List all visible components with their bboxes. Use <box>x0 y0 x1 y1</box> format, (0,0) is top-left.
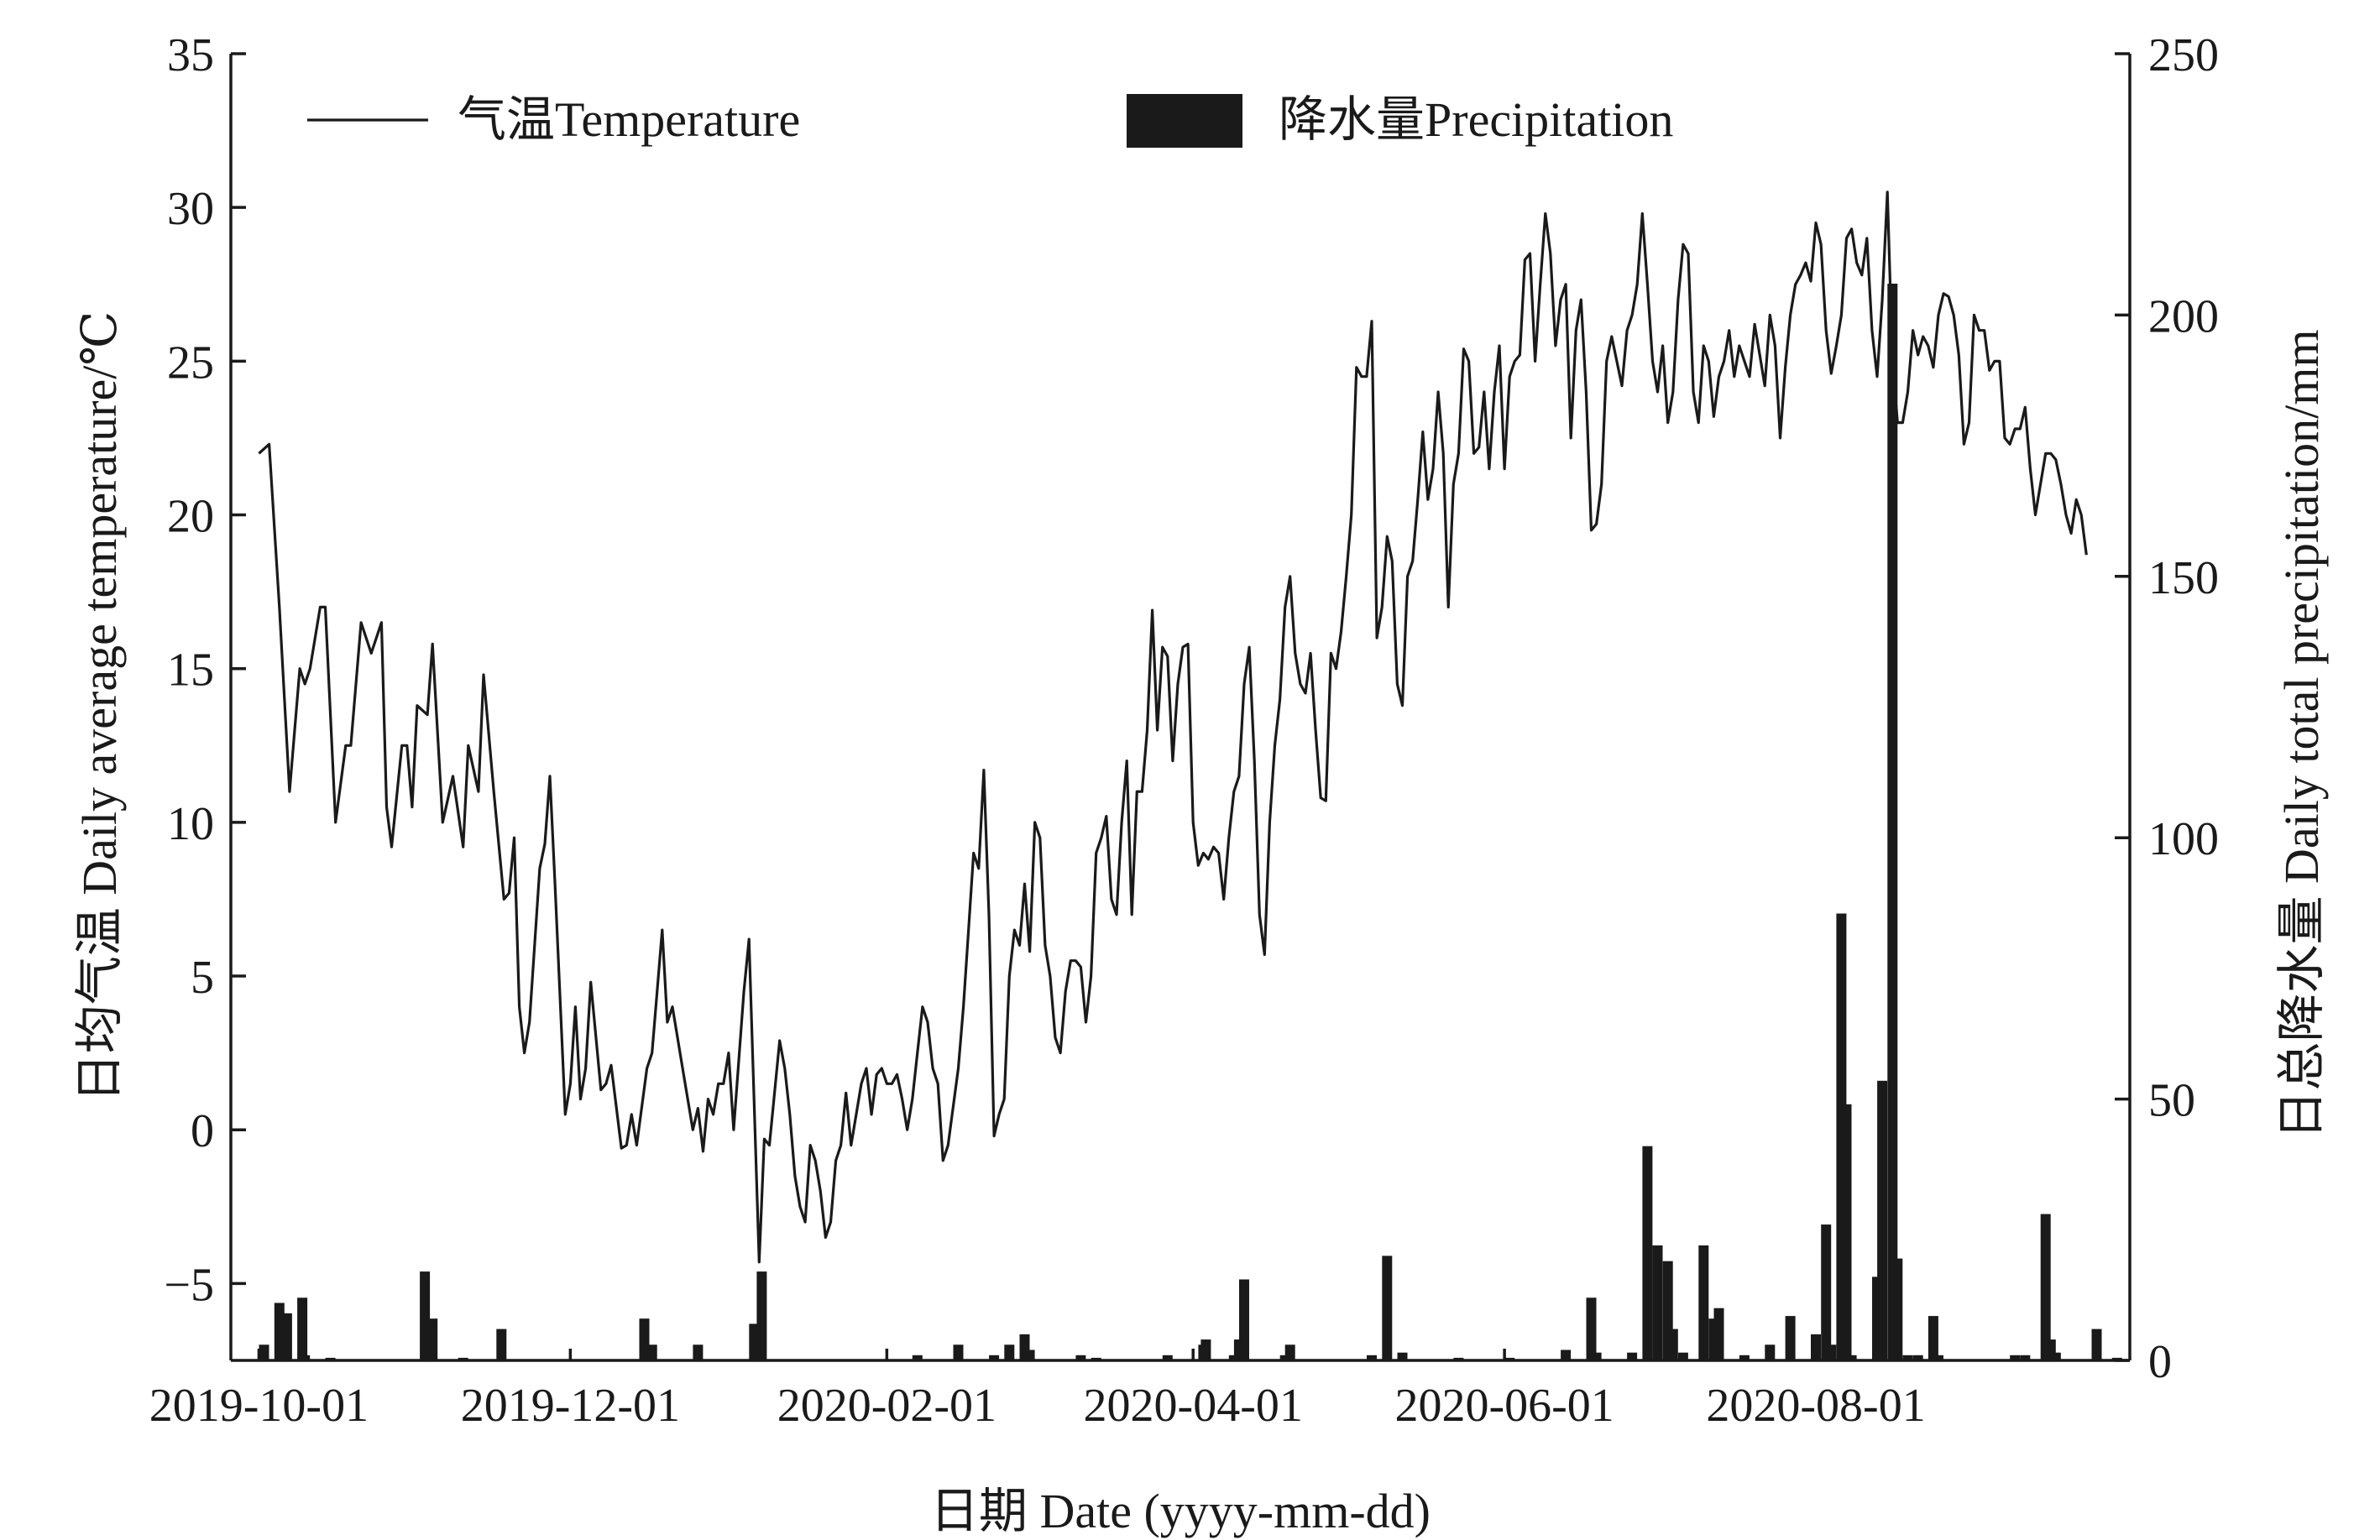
left-y-tick-label: 35 <box>167 29 214 81</box>
left-y-tick-label: 25 <box>167 337 214 389</box>
precipitation-bar <box>2010 1355 2021 1360</box>
precipitation-bar <box>1846 1355 1857 1360</box>
precipitation-bar <box>1912 1355 1923 1360</box>
precipitation-bar <box>1826 1344 1837 1360</box>
precipitation-bar <box>953 1344 964 1360</box>
precipitation-bar <box>1928 1316 1938 1360</box>
precipitation-bar <box>1698 1245 1709 1360</box>
precipitation-bar <box>1877 1080 1888 1360</box>
precipitation-bar <box>1200 1339 1211 1360</box>
precipitation-bar <box>1239 1279 1249 1360</box>
precipitation-bar <box>1677 1352 1688 1360</box>
right-y-tick-label: 50 <box>2148 1075 2195 1127</box>
x-tick-label: 2020-02-01 <box>777 1380 996 1432</box>
left-y-axis-title: 日均气温 Daily average temperature/℃ <box>72 311 127 1103</box>
right-y-axis-title: 日总降水量 Daily total precipitation/mm <box>2274 330 2329 1140</box>
precipitation-bar <box>1382 1255 1393 1360</box>
precipitation-bar <box>1591 1352 1602 1360</box>
tick-labels: −5 0 5 10 15 20 25 30 35 0 50 100 150 200 250 2019-10-0… <box>149 29 2219 1432</box>
precipitation-bar <box>496 1329 507 1360</box>
right-y-tick-label: 250 <box>2148 29 2219 81</box>
x-tick-label: 2020-04-01 <box>1084 1380 1303 1432</box>
precipitation-bar <box>1821 1224 1832 1360</box>
precipitation-bar <box>259 1344 269 1360</box>
tick-marks <box>231 52 2130 1362</box>
precipitation-bar <box>1785 1316 1796 1360</box>
legend: 气温Temperature 降水量Precipitation <box>307 92 1673 148</box>
x-tick-label: 2020-08-01 <box>1706 1380 1925 1432</box>
axes <box>229 54 2132 1362</box>
precipitation-bar <box>420 1271 431 1360</box>
precipitation-bar <box>1652 1245 1663 1360</box>
precipitation-bar <box>1228 1355 1239 1360</box>
left-y-tick-label: −5 <box>164 1259 214 1311</box>
x-tick-label: 2020-06-01 <box>1394 1380 1614 1432</box>
precipitation-bar <box>1841 1104 1852 1360</box>
precipitation-bar <box>1004 1344 1015 1360</box>
precipitation-bar <box>1933 1355 1943 1360</box>
precipitation-bar <box>1075 1355 1086 1360</box>
legend-precipitation-bar-swatch <box>1127 94 1242 148</box>
precipitation-bar <box>1887 284 1898 1360</box>
precipitation-bar <box>646 1344 657 1360</box>
left-y-tick-label: 5 <box>191 952 214 1004</box>
x-tick-label: 2019-12-01 <box>461 1380 680 1432</box>
precipitation-bar <box>639 1318 650 1360</box>
precipitation-bar <box>1024 1349 1035 1360</box>
precipitation-bar <box>2040 1214 2051 1360</box>
precipitation-bar <box>1397 1352 1408 1360</box>
precipitation-bar <box>756 1271 767 1360</box>
precipitation-bar <box>2091 1329 2102 1360</box>
precipitation-bars <box>259 284 2122 1360</box>
precipitation-bar <box>2050 1352 2061 1360</box>
left-y-tick-label: 15 <box>167 645 214 697</box>
precipitation-bar <box>1367 1355 1377 1360</box>
precipitation-bar <box>300 1355 311 1360</box>
left-y-tick-label: 30 <box>167 183 214 235</box>
left-y-tick-label: 20 <box>167 491 214 543</box>
right-y-tick-label: 0 <box>2148 1336 2172 1388</box>
precipitation-bar <box>1739 1355 1750 1360</box>
right-y-tick-label: 100 <box>2148 813 2219 865</box>
legend-precipitation-label: 降水量Precipitation <box>1279 92 1673 147</box>
precipitation-bar <box>1561 1349 1572 1360</box>
precipitation-bar <box>1765 1344 1776 1360</box>
x-tick-label: 2019-10-01 <box>149 1380 369 1432</box>
legend-temperature-label: 气温Temperature <box>458 92 800 147</box>
x-axis-title: 日期 Date (yyyy-mm-dd) <box>930 1484 1431 1538</box>
precipitation-bar <box>989 1355 1000 1360</box>
right-y-tick-label: 150 <box>2148 552 2219 604</box>
precipitation-bar <box>1642 1146 1653 1360</box>
precipitation-bar <box>1713 1308 1724 1360</box>
precipitation-bar <box>749 1323 760 1360</box>
precipitation-bar <box>693 1344 704 1360</box>
precipitation-bar <box>1586 1297 1597 1360</box>
precipitation-bar <box>297 1297 308 1360</box>
precipitation-bar <box>1892 1258 1903 1360</box>
precipitation-bar <box>1902 1355 1913 1360</box>
left-y-tick-label: 10 <box>167 798 214 850</box>
precipitation-bar <box>1667 1329 1678 1360</box>
precipitation-bar <box>1162 1355 1173 1360</box>
precipitation-bar <box>281 1313 292 1360</box>
precipitation-bar <box>912 1355 923 1360</box>
right-y-tick-label: 200 <box>2148 290 2219 342</box>
precipitation-bar <box>274 1302 285 1360</box>
precipitation-bar <box>1284 1344 1295 1360</box>
precipitation-bar <box>427 1318 438 1360</box>
precipitation-bar <box>1811 1334 1821 1360</box>
precipitation-bar <box>1627 1352 1638 1360</box>
temperature-line <box>258 191 2088 1264</box>
precipitation-bar <box>2020 1355 2031 1360</box>
left-y-tick-label: 0 <box>191 1105 214 1157</box>
